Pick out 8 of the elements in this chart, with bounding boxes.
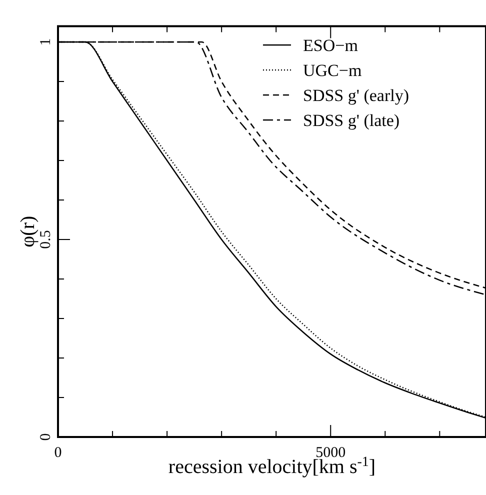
- legend-label: UGC−m: [303, 61, 362, 80]
- y-tick-label: 1: [38, 38, 54, 46]
- y-axis-title: φ(r): [17, 216, 39, 248]
- legend-label: SDSS g' (early): [303, 86, 410, 105]
- legend-label: ESO−m: [303, 36, 358, 55]
- legend-label: SDSS g' (late): [303, 111, 400, 130]
- y-tick-label: 0.5: [38, 230, 54, 249]
- y-tick-label: 0: [38, 433, 54, 441]
